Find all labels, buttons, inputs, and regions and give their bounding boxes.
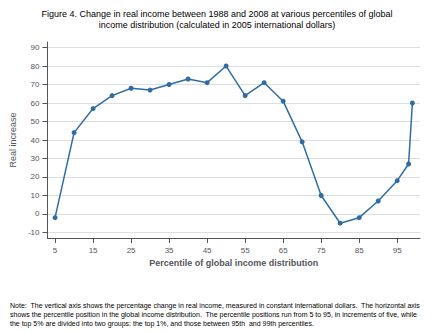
svg-text:15: 15 <box>89 246 98 255</box>
svg-text:40: 40 <box>31 136 40 145</box>
svg-text:65: 65 <box>279 246 288 255</box>
svg-text:shows the percentile position: shows the percentile position in the glo… <box>10 311 419 319</box>
svg-text:20: 20 <box>31 172 40 181</box>
svg-text:55: 55 <box>241 246 250 255</box>
svg-text:60: 60 <box>31 99 40 108</box>
svg-text:income distribution (calculate: income distribution (calculated in 2005 … <box>99 20 336 30</box>
svg-text:Note: The vertical axis shows: Note: The vertical axis shows the percen… <box>10 302 422 310</box>
svg-text:45: 45 <box>203 246 212 255</box>
svg-text:70: 70 <box>31 80 40 89</box>
svg-text:Figure 4. Change in real incom: Figure 4. Change in real income between … <box>41 9 392 19</box>
svg-text:90: 90 <box>31 43 40 52</box>
svg-text:Real increase: Real increase <box>8 112 18 167</box>
svg-text:-10: -10 <box>28 228 40 237</box>
svg-text:50: 50 <box>31 117 40 126</box>
svg-text:95: 95 <box>393 246 402 255</box>
svg-text:the top 5% are divided into tw: the top 5% are divided into two groups: … <box>10 320 314 328</box>
svg-text:35: 35 <box>165 246 174 255</box>
svg-text:30: 30 <box>31 154 40 163</box>
svg-text:5: 5 <box>53 246 58 255</box>
svg-text:75: 75 <box>317 246 326 255</box>
svg-text:0: 0 <box>35 209 40 218</box>
svg-text:Percentile of global income di: Percentile of global income distribution <box>149 258 318 268</box>
svg-text:25: 25 <box>127 246 136 255</box>
svg-text:10: 10 <box>31 191 40 200</box>
svg-text:80: 80 <box>31 62 40 71</box>
svg-text:85: 85 <box>355 246 364 255</box>
